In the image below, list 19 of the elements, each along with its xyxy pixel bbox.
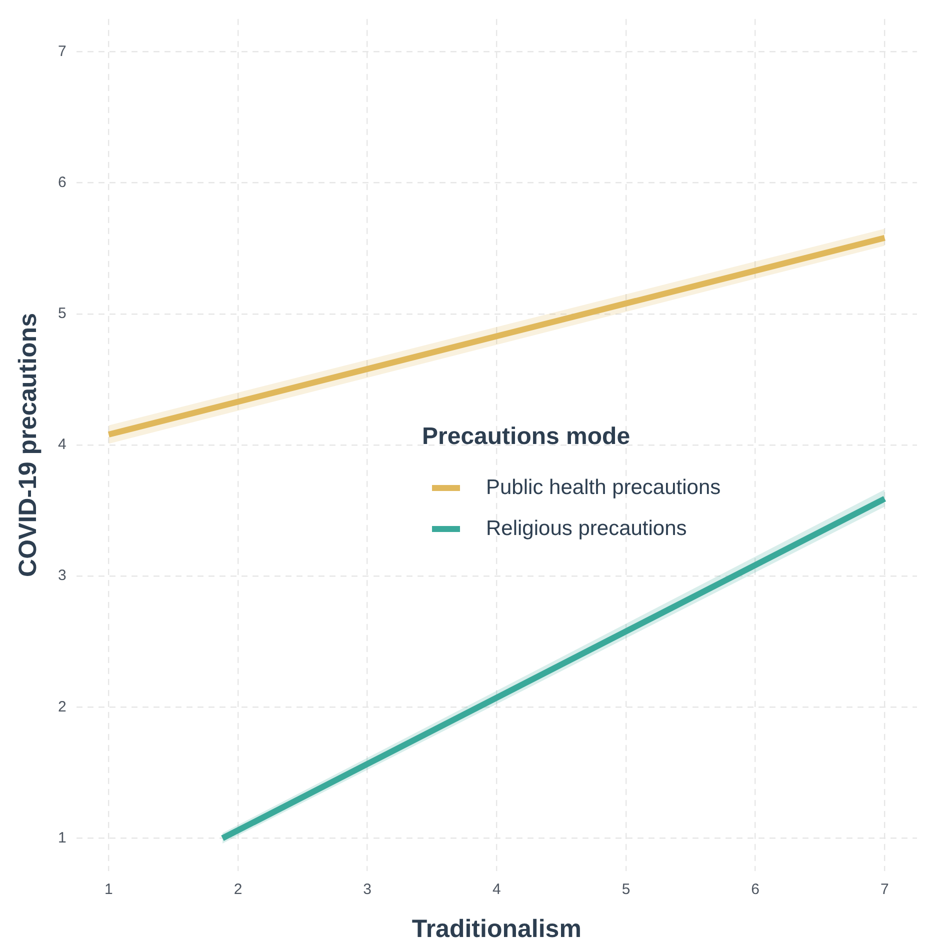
y-tick-label: 6	[58, 174, 66, 191]
y-tick-label: 7	[58, 42, 66, 60]
y-tick-label: 5	[58, 305, 66, 322]
x-tick-label: 5	[622, 881, 630, 898]
x-tick-label: 2	[234, 881, 242, 898]
x-tick-label: 6	[751, 881, 760, 898]
legend-label: Public health precautions	[486, 476, 721, 500]
x-tick-label: 4	[492, 881, 501, 898]
y-tick-label: 4	[58, 436, 66, 454]
legend-label: Religious precautions	[486, 516, 687, 540]
legend-title: Precautions mode	[422, 423, 632, 451]
y-tick-label: 2	[58, 698, 66, 716]
x-tick-label: 7	[880, 881, 889, 898]
y-tick-label: 3	[58, 567, 66, 584]
y-axis-title: COVID-19 precautions	[14, 313, 42, 577]
x-tick-label: 1	[104, 881, 113, 898]
y-tick-label: 1	[58, 829, 66, 846]
x-axis-title: Traditionalism	[412, 914, 582, 943]
x-tick-label: 3	[363, 881, 372, 898]
